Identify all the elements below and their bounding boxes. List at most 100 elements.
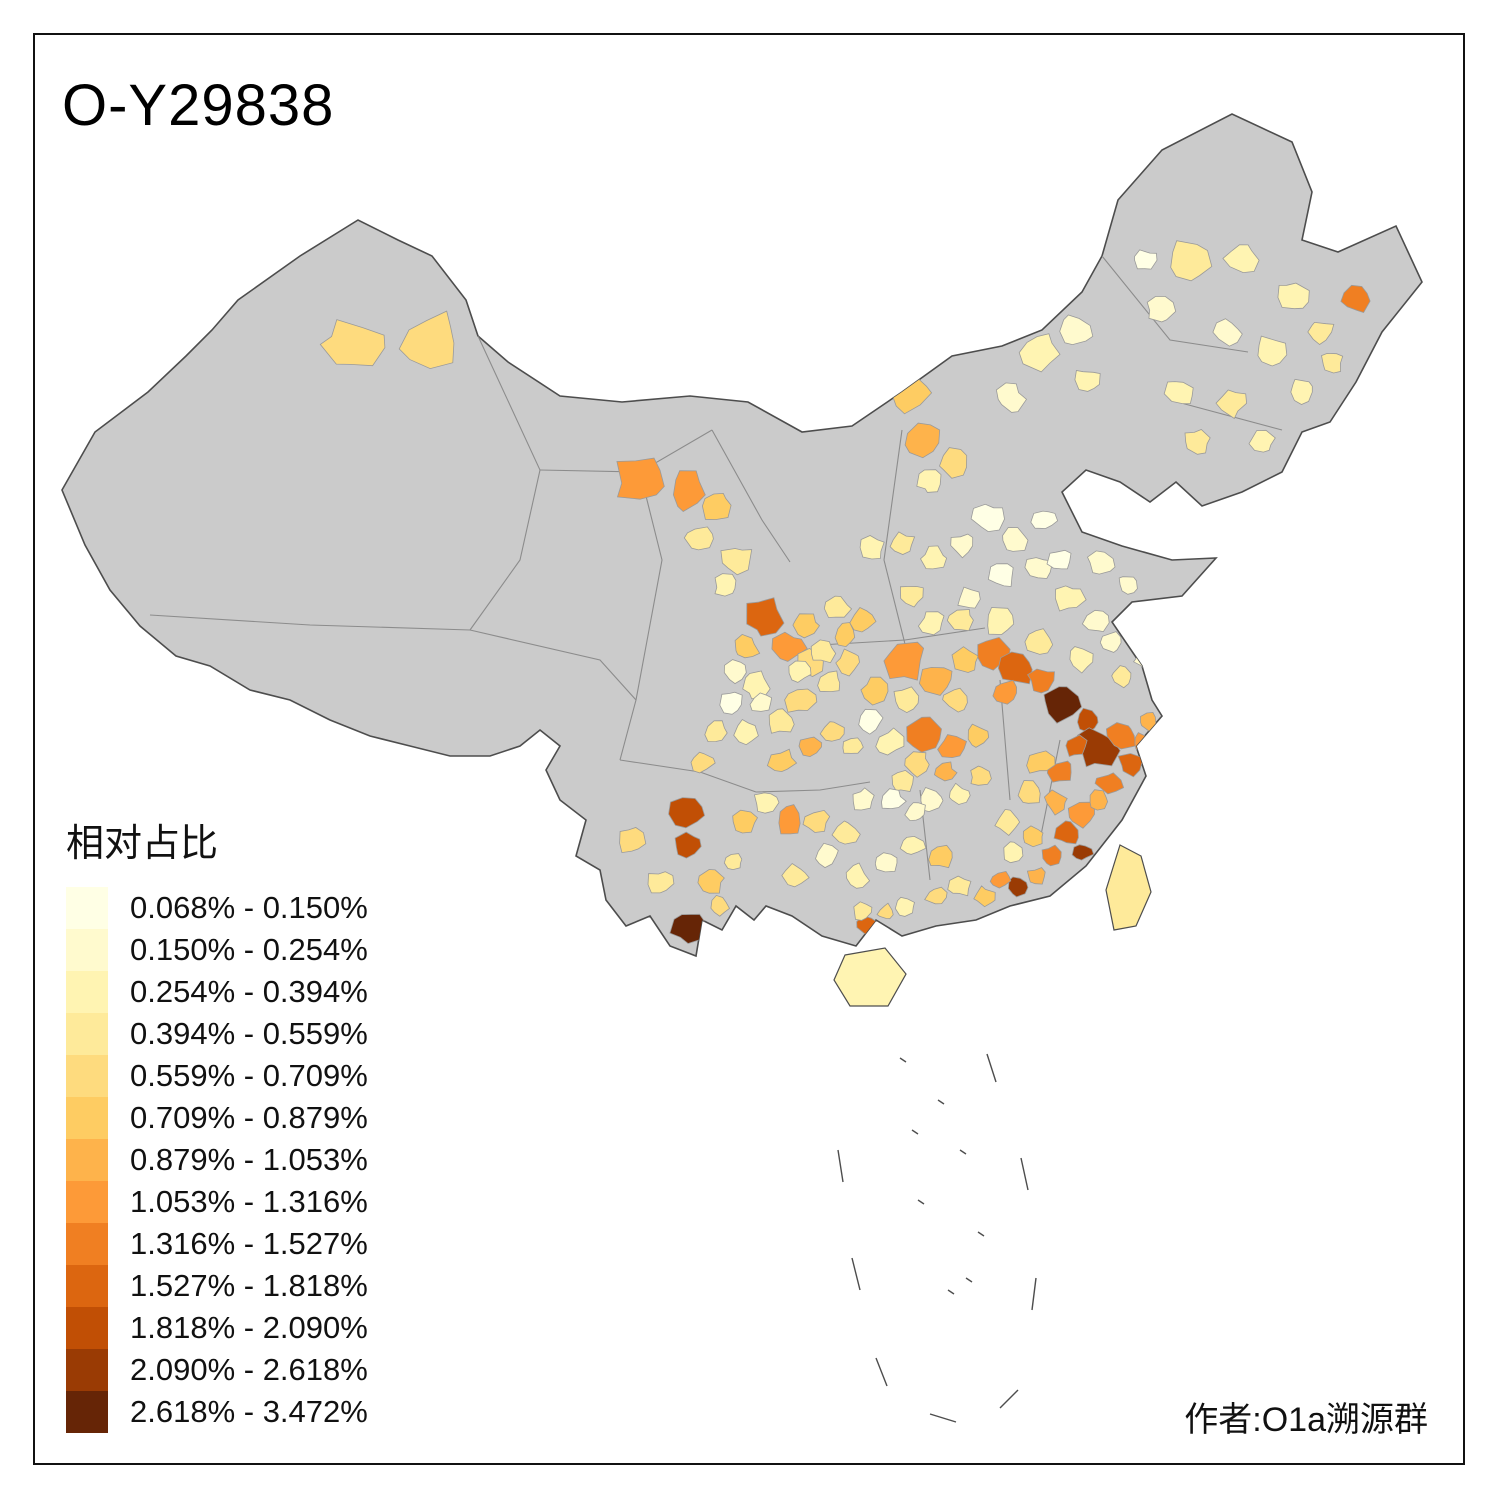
legend-row: 0.394% - 0.559% bbox=[66, 1013, 368, 1055]
prefecture-region bbox=[951, 646, 979, 673]
prefecture-region bbox=[906, 716, 942, 753]
legend-swatch bbox=[66, 887, 108, 929]
prefecture-region bbox=[992, 679, 1018, 705]
prefecture-region bbox=[823, 595, 853, 618]
prefecture-region bbox=[732, 809, 759, 834]
prefecture-region bbox=[845, 862, 871, 889]
legend-label: 0.709% - 0.879% bbox=[130, 1100, 368, 1135]
prefecture-region bbox=[853, 901, 873, 921]
legend-items: 0.068% - 0.150% 0.150% - 0.254% 0.254% - 0… bbox=[66, 887, 368, 1433]
legend-row: 1.818% - 2.090% bbox=[66, 1307, 368, 1349]
prefecture-region bbox=[842, 737, 864, 754]
prefecture-region bbox=[916, 469, 942, 493]
legend-label: 1.053% - 1.316% bbox=[130, 1184, 368, 1219]
prefecture-region bbox=[970, 503, 1005, 533]
prefecture-region bbox=[904, 422, 941, 459]
prefecture-region bbox=[973, 885, 996, 908]
prefecture-region bbox=[1184, 429, 1211, 455]
prefecture-region bbox=[881, 788, 907, 810]
prefecture-region bbox=[893, 686, 920, 714]
prefecture-region bbox=[798, 736, 823, 758]
legend-swatch bbox=[66, 1097, 108, 1139]
legend-swatch bbox=[66, 971, 108, 1013]
prefecture-region bbox=[784, 688, 818, 713]
prefecture-region bbox=[939, 447, 968, 479]
prefecture-region bbox=[918, 666, 953, 696]
prefecture-region bbox=[876, 902, 894, 920]
legend-swatch bbox=[66, 1391, 108, 1433]
prefecture-region bbox=[701, 492, 732, 521]
prefecture-region bbox=[714, 573, 737, 597]
attribution: 作者:O1a溯源群 bbox=[1184, 1401, 1428, 1439]
prefecture-region bbox=[749, 692, 773, 712]
prefecture-region bbox=[849, 606, 877, 633]
prefecture-region bbox=[917, 611, 945, 636]
prefecture-region bbox=[802, 809, 831, 833]
prefecture-region bbox=[1043, 789, 1068, 816]
prefecture-region bbox=[1003, 841, 1024, 864]
prefecture-region bbox=[920, 787, 944, 813]
legend-label: 2.090% - 2.618% bbox=[130, 1352, 368, 1387]
legend-row: 1.527% - 1.818% bbox=[66, 1265, 368, 1307]
prefecture-region bbox=[987, 607, 1015, 635]
legend-swatch bbox=[66, 1307, 108, 1349]
legend-label: 1.316% - 1.527% bbox=[130, 1226, 368, 1261]
prefecture-region bbox=[1074, 370, 1101, 392]
legend-row: 0.150% - 0.254% bbox=[66, 929, 368, 971]
prefecture-region bbox=[997, 651, 1033, 685]
prefecture-region bbox=[859, 535, 885, 560]
legend: 相对占比 0.068% - 0.150% 0.150% - 0.254% 0.254… bbox=[66, 812, 368, 1433]
prefecture-region bbox=[889, 531, 916, 555]
prefecture-region bbox=[904, 751, 930, 778]
prefecture-region bbox=[1222, 244, 1260, 274]
prefecture-region bbox=[1059, 314, 1094, 346]
prefecture-region bbox=[1307, 321, 1335, 345]
prefecture-region bbox=[1043, 686, 1083, 724]
prefecture-region bbox=[924, 886, 948, 905]
prefecture-region bbox=[1024, 628, 1054, 655]
prefecture-region bbox=[933, 761, 958, 782]
prefecture-region bbox=[860, 676, 889, 706]
prefecture-region bbox=[398, 310, 455, 370]
prefecture-region bbox=[852, 787, 875, 811]
prefecture-region bbox=[995, 382, 1028, 413]
prefecture-region bbox=[1277, 282, 1310, 310]
prefecture-region bbox=[1170, 240, 1213, 282]
prefecture-region bbox=[815, 842, 839, 869]
prefecture-region bbox=[778, 804, 801, 835]
prefecture-region bbox=[987, 563, 1014, 587]
legend-swatch bbox=[66, 1055, 108, 1097]
prefecture-region bbox=[319, 319, 386, 367]
prefecture-region bbox=[942, 687, 968, 713]
prefecture-region bbox=[719, 691, 743, 715]
prefecture-region bbox=[904, 802, 926, 822]
prefecture-region bbox=[1026, 867, 1046, 885]
legend-row: 0.254% - 0.394% bbox=[66, 971, 368, 1013]
legend-row: 2.618% - 3.472% bbox=[66, 1391, 368, 1433]
legend-label: 0.254% - 0.394% bbox=[130, 974, 368, 1009]
legend-row: 1.316% - 1.527% bbox=[66, 1223, 368, 1265]
legend-row: 2.090% - 2.618% bbox=[66, 1349, 368, 1391]
prefecture-region bbox=[1046, 549, 1072, 570]
prefecture-region bbox=[891, 769, 914, 792]
prefecture-region bbox=[1257, 335, 1288, 367]
prefecture-region bbox=[733, 718, 759, 746]
legend-swatch bbox=[66, 1013, 108, 1055]
legend-swatch bbox=[66, 1349, 108, 1391]
prefecture-region bbox=[704, 720, 728, 743]
prefecture-region bbox=[817, 670, 841, 693]
prefecture-region bbox=[619, 827, 647, 854]
prefecture-region bbox=[1041, 844, 1062, 867]
prefecture-region bbox=[1071, 844, 1095, 861]
prefecture-region bbox=[1212, 318, 1243, 347]
prefecture-region bbox=[1111, 665, 1132, 689]
prefecture-region bbox=[1022, 825, 1044, 848]
prefecture-region bbox=[810, 639, 837, 664]
prefecture-region bbox=[883, 641, 925, 681]
prefecture-region bbox=[788, 660, 812, 683]
prefecture-region bbox=[948, 782, 971, 805]
legend-swatch bbox=[66, 1181, 108, 1223]
prefecture-region bbox=[697, 869, 725, 894]
prefecture-region bbox=[672, 470, 706, 512]
